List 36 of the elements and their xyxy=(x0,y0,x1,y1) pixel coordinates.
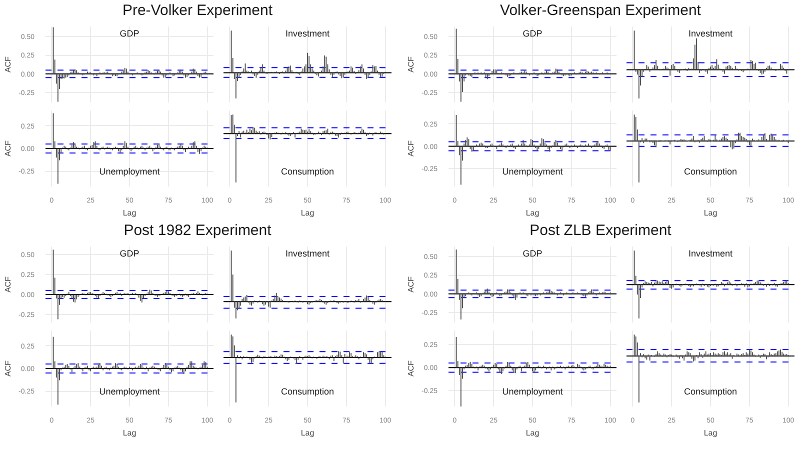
annotation: Unemployment xyxy=(502,166,564,176)
annotation: Investment xyxy=(285,248,330,258)
annotation: Consumption xyxy=(280,386,334,396)
annotation: Investment xyxy=(688,28,734,38)
annotation: Investment xyxy=(285,28,330,38)
annotation: Unemployment xyxy=(99,386,160,396)
annotation: Unemployment xyxy=(99,166,160,176)
annotation: GDP xyxy=(522,248,542,258)
x-axis-title: Lag xyxy=(526,208,540,218)
y-axis-title: ACF xyxy=(4,276,13,292)
annotation: Consumption xyxy=(684,166,738,176)
x-axis-title: Lag xyxy=(704,208,718,218)
x-axis-title: Lag xyxy=(122,428,136,438)
y-axis-title: ACF xyxy=(406,276,416,292)
annotation: Consumption xyxy=(280,166,334,176)
y-axis-title: ACF xyxy=(4,140,13,156)
x-axis-title: Lag xyxy=(704,428,718,438)
x-axis-title: Lag xyxy=(300,428,314,438)
x-axis-title: Lag xyxy=(300,208,314,218)
y-axis-title: ACF xyxy=(4,56,13,72)
chart-title: Post ZLB Experiment xyxy=(530,221,672,241)
chart-title: Post 1982 Experiment xyxy=(124,221,272,241)
y-axis-title: ACF xyxy=(4,360,13,376)
x-axis-title: Lag xyxy=(526,428,540,438)
annotation: Unemployment xyxy=(502,386,564,396)
chart-title: Volker-Greenspan Experiment xyxy=(500,1,701,21)
x-axis-title: Lag xyxy=(122,208,136,218)
chart-title: Pre-Volker Experiment xyxy=(122,1,273,21)
annotation: Consumption xyxy=(684,386,738,396)
annotation: Investment xyxy=(688,248,734,258)
annotation: GDP xyxy=(120,248,140,258)
annotation: GDP xyxy=(120,28,140,38)
y-axis-title: ACF xyxy=(406,140,416,156)
annotation: GDP xyxy=(522,28,542,38)
y-axis-title: ACF xyxy=(406,56,416,72)
y-axis-title: ACF xyxy=(406,360,416,376)
